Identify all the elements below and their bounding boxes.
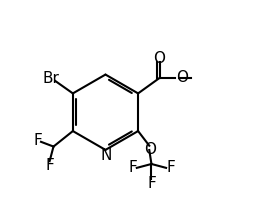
Text: F: F (147, 176, 156, 191)
Text: F: F (128, 160, 137, 175)
Text: O: O (176, 70, 188, 85)
Text: O: O (144, 143, 156, 157)
Text: O: O (154, 51, 166, 66)
Text: F: F (45, 158, 54, 173)
Text: N: N (100, 148, 112, 163)
Text: F: F (33, 133, 42, 148)
Text: Br: Br (42, 71, 59, 86)
Text: F: F (166, 160, 175, 175)
